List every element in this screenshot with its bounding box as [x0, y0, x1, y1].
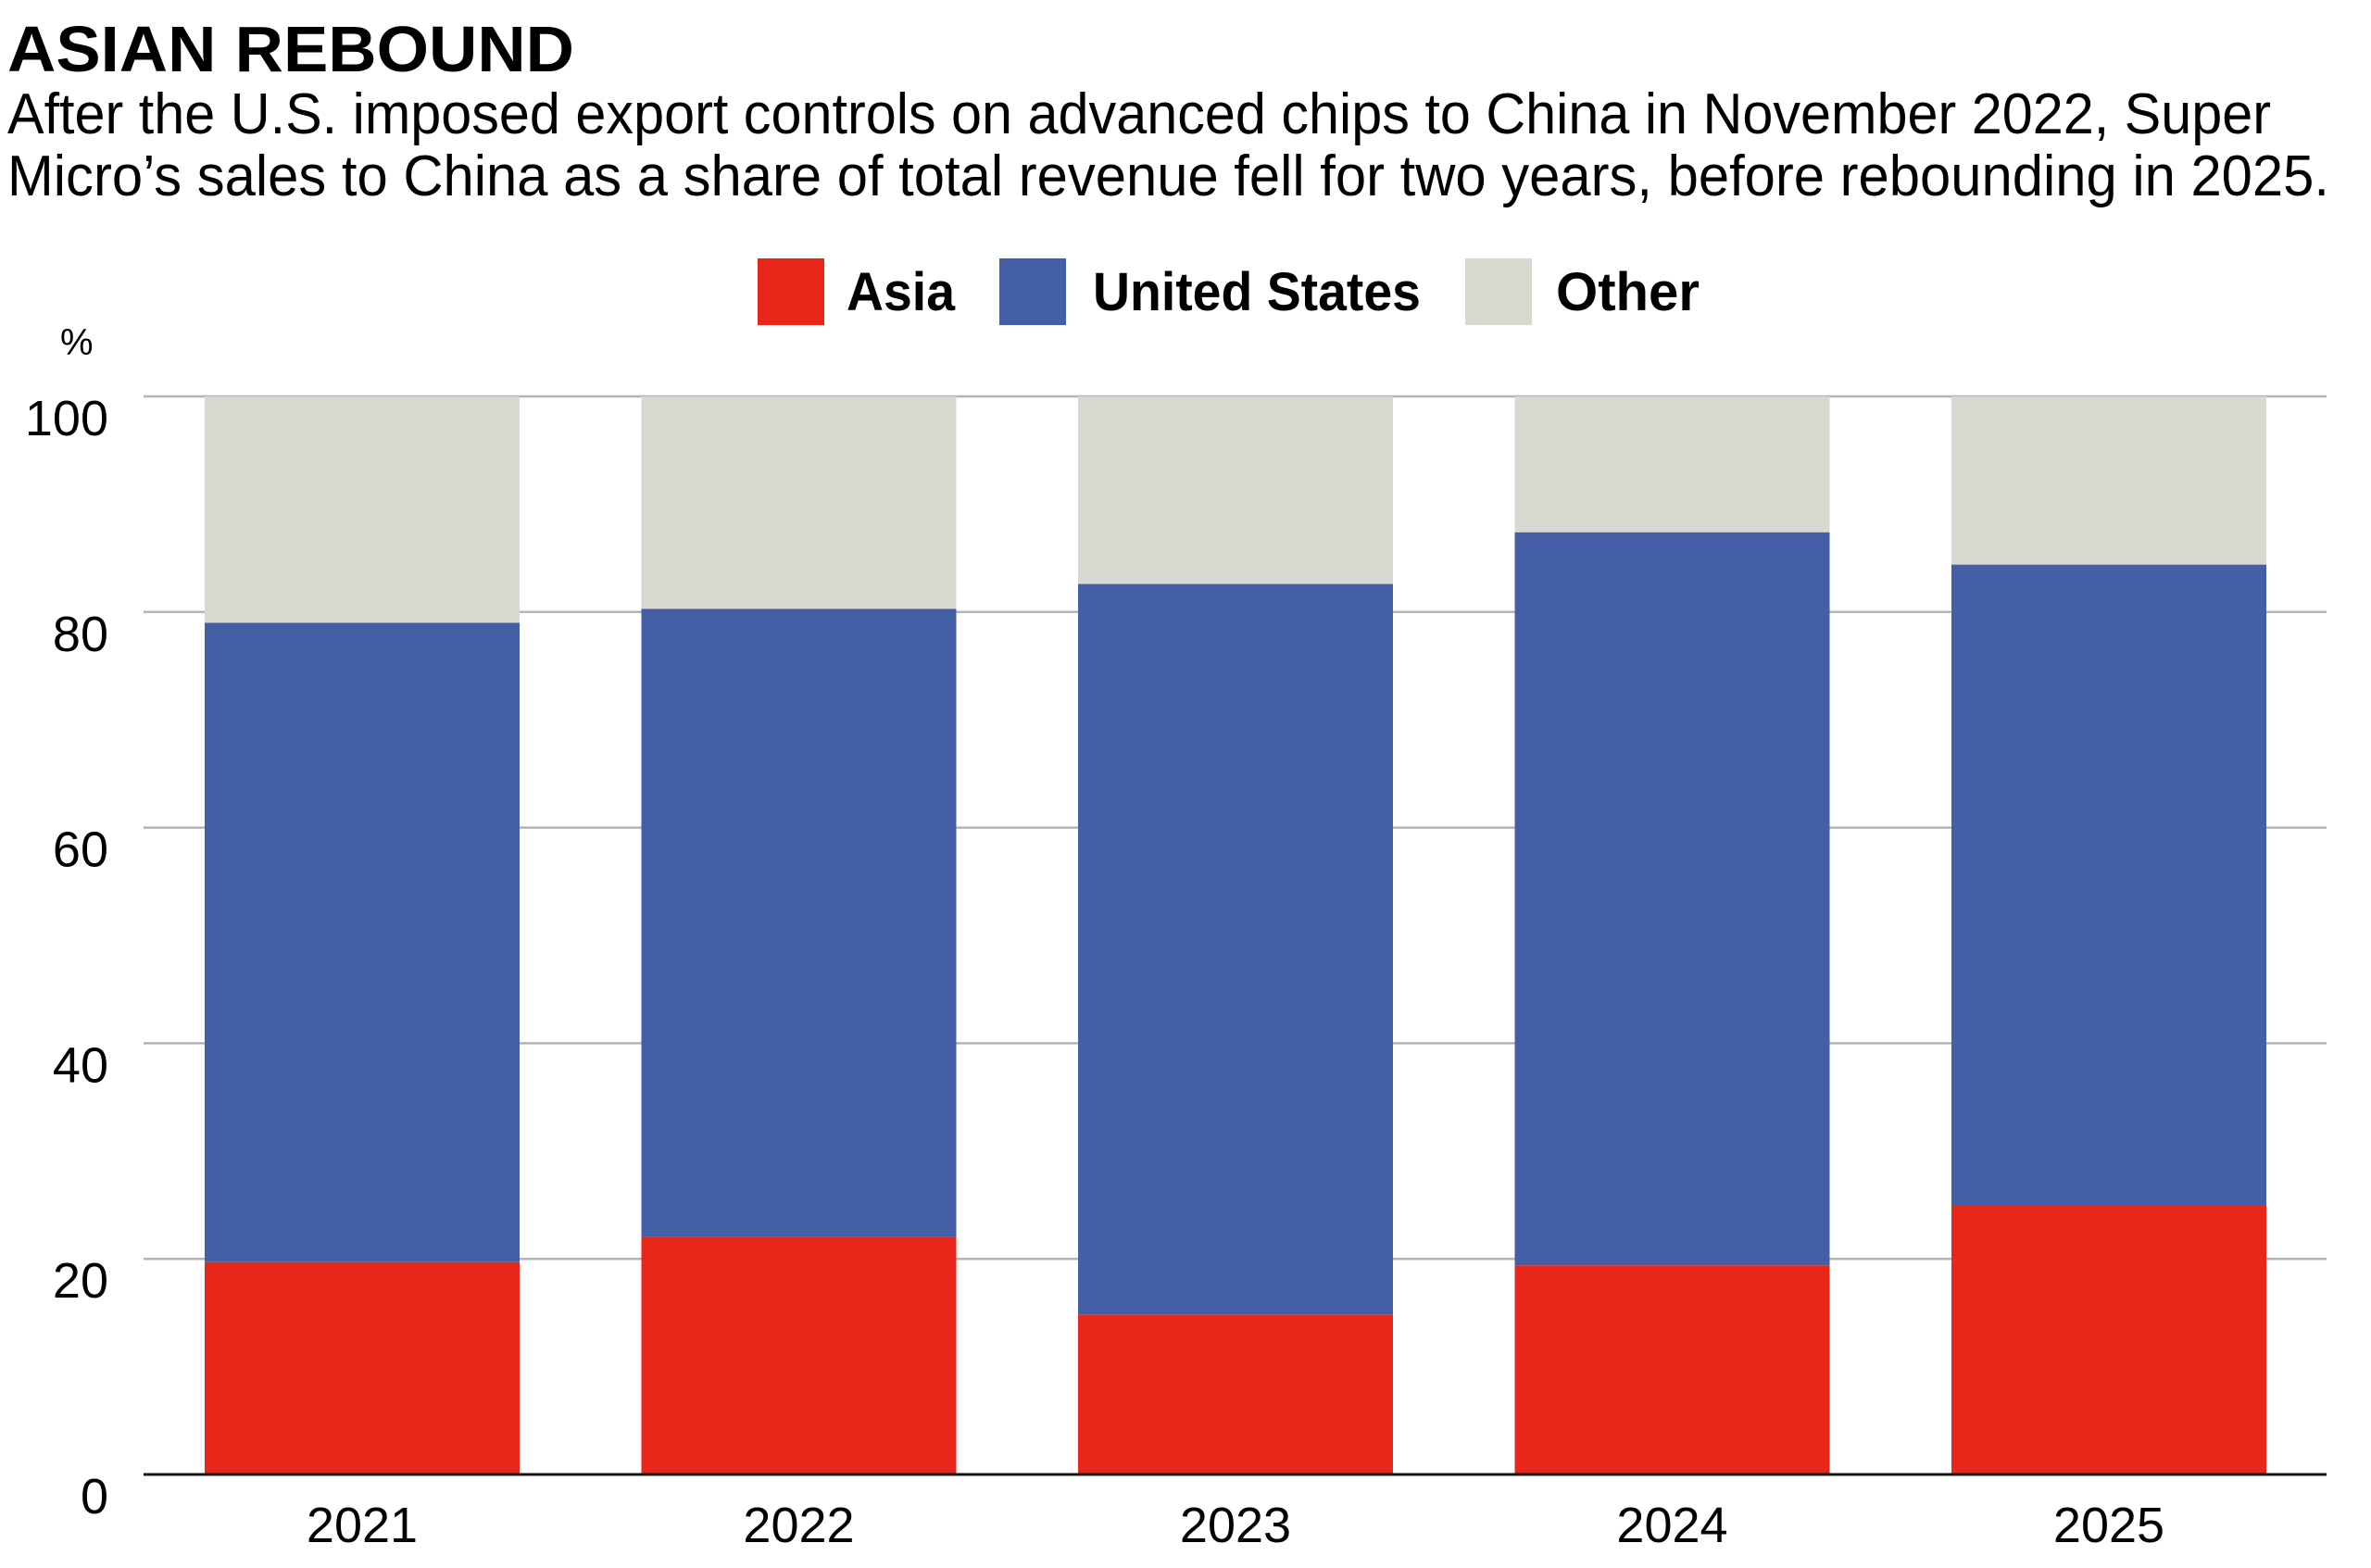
legend-item-united-states: United States [999, 258, 1421, 325]
y-tick-labels: 0 20 40 60 80 100 [25, 391, 108, 1524]
legend-swatch-united-states [999, 258, 1066, 325]
chart-subtitle-line-2: Micro’s sales to China as a share of tot… [7, 144, 2329, 208]
legend-label-united-states: United States [1093, 262, 1421, 322]
bar-segment-united-states-2023 [1078, 583, 1393, 1315]
bar-stack-2023 [1078, 396, 1393, 1474]
bar-segment-united-states-2021 [205, 622, 520, 1262]
bar-segment-asia-2023 [1078, 1314, 1393, 1474]
legend-label-asia: Asia [847, 262, 956, 322]
x-tick-labels: 2021 2022 2023 2024 2025 [307, 1498, 2164, 1553]
y-axis-unit-label: % [60, 322, 94, 363]
legend-label-other: Other [1556, 262, 1700, 322]
bar-stack-2022 [641, 396, 957, 1474]
legend: Asia United States Other [758, 258, 1700, 325]
bar-segment-asia-2021 [205, 1261, 520, 1474]
chart-subtitle-line-1: After the U.S. imposed export controls o… [7, 82, 2271, 146]
y-tick-label: 40 [53, 1037, 108, 1093]
legend-item-other: Other [1465, 258, 1700, 325]
x-tick-label: 2022 [743, 1498, 854, 1553]
bar-segment-asia-2022 [641, 1236, 957, 1474]
legend-item-asia: Asia [758, 258, 956, 325]
y-tick-label: 0 [81, 1469, 108, 1524]
x-tick-label: 2025 [2053, 1498, 2164, 1553]
bar-segment-united-states-2024 [1514, 532, 1830, 1266]
legend-swatch-other [1465, 258, 1532, 325]
y-tick-label: 100 [25, 391, 108, 446]
x-tick-label: 2023 [1180, 1498, 1291, 1553]
bar-segment-asia-2025 [1951, 1205, 2266, 1474]
x-tick-label: 2021 [307, 1498, 418, 1553]
bar-stack-2025 [1951, 396, 2266, 1474]
bar-segment-other-2024 [1514, 396, 1830, 533]
legend-swatch-asia [758, 258, 824, 325]
bars [205, 396, 2266, 1474]
bar-segment-other-2025 [1951, 396, 2266, 565]
y-tick-label: 20 [53, 1253, 108, 1309]
bar-segment-other-2023 [1078, 396, 1393, 584]
bar-stack-2021 [205, 396, 520, 1474]
bar-segment-united-states-2022 [641, 608, 957, 1237]
bar-segment-other-2021 [205, 396, 520, 623]
x-tick-label: 2024 [1616, 1498, 1727, 1553]
y-tick-label: 80 [53, 607, 108, 662]
bar-stack-2024 [1514, 396, 1830, 1474]
bar-segment-other-2022 [641, 396, 957, 609]
bar-segment-united-states-2025 [1951, 564, 2266, 1205]
chart-title: ASIAN REBOUND [7, 13, 574, 85]
bar-segment-asia-2024 [1514, 1265, 1830, 1474]
y-tick-label: 60 [53, 822, 108, 878]
